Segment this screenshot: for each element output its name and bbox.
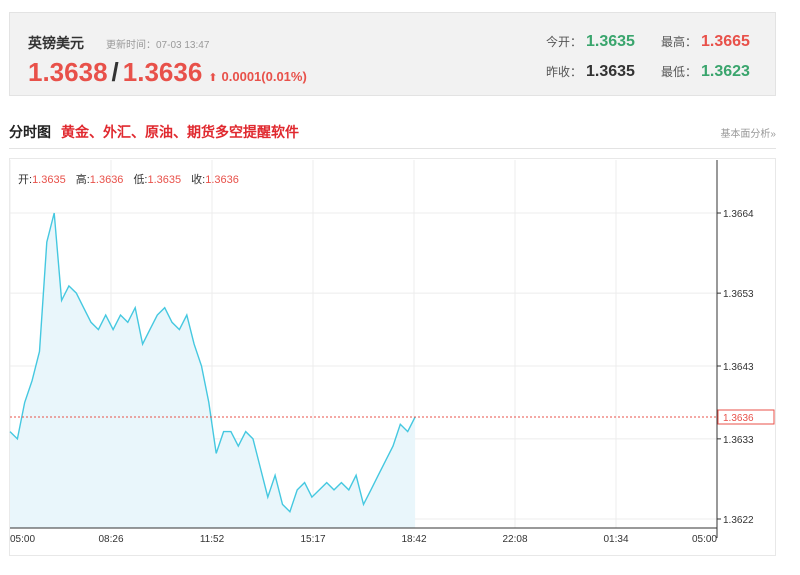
y-tick-label: 1.3633 — [723, 435, 754, 446]
fundamental-analysis-link[interactable]: 基本面分析» — [720, 129, 776, 140]
y-tick-label: 1.3653 — [723, 289, 754, 300]
ohlc-high-label: 高: — [75, 174, 90, 186]
price-area — [10, 213, 416, 528]
x-tick-label: 22:08 — [502, 534, 527, 545]
ohlc-readout: 开:1.3635 高:1.3636 低:1.3635 收:1.3636 — [18, 171, 249, 187]
x-tick-label: 05:00 — [692, 534, 717, 545]
section-title: 分时图 — [9, 124, 51, 140]
bid-price: 1.3638 — [28, 57, 108, 87]
price-line: 1.3638/1.3636 ⬆ 0.0001(0.01%) — [28, 57, 307, 88]
price-change: 0.0001(0.01%) — [221, 69, 307, 84]
x-tick-label: 15:17 — [300, 534, 325, 545]
y-tick-label: 1.3643 — [723, 362, 754, 373]
current-price-label: 1.3636 — [723, 413, 754, 424]
x-tick-label: 05:00 — [10, 534, 35, 545]
ohlc-open-label: 开: — [18, 174, 33, 186]
prev-close-value: 1.3635 — [586, 63, 635, 80]
price-line-series — [9, 212, 416, 513]
ohlc-close-label: 收: — [191, 174, 206, 186]
x-tick-label: 11:52 — [200, 534, 225, 545]
open-value: 1.3635 — [586, 33, 635, 50]
section-header: 分时图 黄金、外汇、原油、期货多空提醒软件 基本面分析» — [9, 116, 776, 149]
ohlc-low-value: 1.3635 — [147, 174, 182, 186]
x-tick-label: 18:42 — [401, 534, 426, 545]
high-label: 最高： — [661, 35, 698, 49]
ask-price: 1.3636 — [122, 57, 203, 87]
x-tick-label: 08:26 — [98, 534, 123, 545]
price-separator: / — [111, 57, 119, 87]
prev-close-stat: 昨收： 1.3635 — [546, 63, 635, 81]
pair-name: 英镑美元 — [28, 35, 84, 51]
alert-software-link[interactable]: 黄金、外汇、原油、期货多空提醒软件 — [61, 124, 299, 140]
arrow-up-icon: ⬆ — [208, 72, 218, 84]
prev-close-label: 昨收： — [546, 65, 583, 79]
y-tick-label: 1.3622 — [723, 515, 754, 526]
ohlc-low-label: 低: — [133, 174, 148, 186]
x-tick-label: 01:34 — [603, 534, 628, 545]
ohlc-open-value: 1.3635 — [32, 174, 66, 186]
low-value: 1.3623 — [701, 63, 750, 80]
ohlc-high-value: 1.3636 — [89, 174, 124, 186]
high-stat: 最高： 1.3665 — [661, 33, 750, 51]
low-stat: 最低： 1.3623 — [661, 63, 750, 81]
high-value: 1.3665 — [701, 33, 750, 50]
low-label: 最低： — [661, 65, 698, 79]
open-stat: 今开： 1.3635 — [546, 33, 635, 51]
quote-panel: 英镑美元 更新时间：07-03 13:47 1.3638/1.3636 ⬆ 0.00… — [9, 12, 776, 96]
update-time: 更新时间：07-03 13:47 — [106, 40, 210, 51]
y-tick-label: 1.3664 — [723, 209, 754, 220]
current-price-tag — [717, 409, 775, 425]
ohlc-close-value: 1.3636 — [205, 174, 239, 186]
open-label: 今开： — [546, 35, 583, 49]
